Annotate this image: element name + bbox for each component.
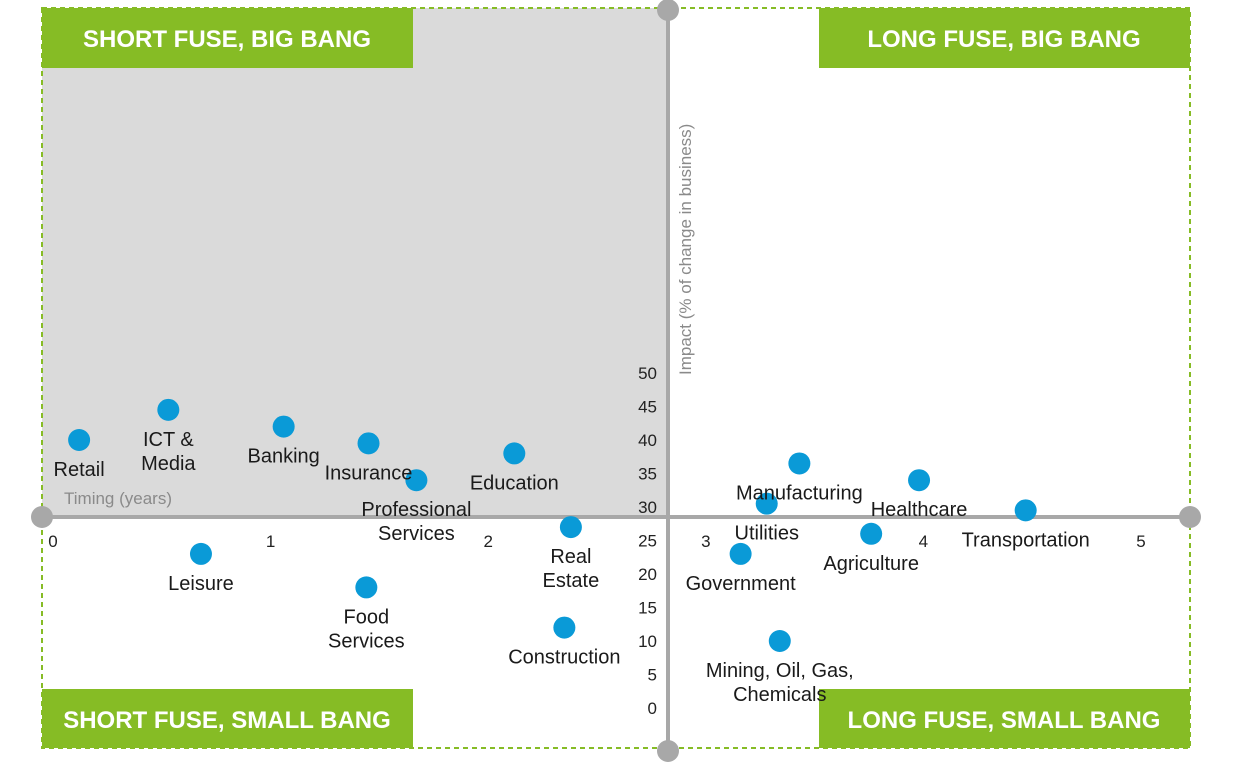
y-tick-label: 5	[648, 666, 657, 685]
y-tick-label: 10	[638, 632, 657, 651]
quadrant-label-bottom-right: LONG FUSE, SMALL BANG	[819, 689, 1190, 748]
quadrant-label-top-right: LONG FUSE, BIG BANG	[819, 8, 1190, 68]
y-tick-label: 20	[638, 565, 657, 584]
quadrant-label-text: LONG FUSE, BIG BANG	[867, 26, 1140, 53]
x-tick-label: 0	[48, 532, 57, 551]
data-point-label: Food Services	[328, 606, 405, 652]
y-tick-label: 25	[638, 532, 657, 551]
x-tick-label: 1	[266, 532, 275, 551]
data-point	[355, 576, 378, 599]
data-point-label: Construction	[508, 647, 620, 669]
data-point	[729, 542, 752, 565]
data-point-label: Agriculture	[823, 553, 919, 575]
quadrant-label-text: LONG FUSE, SMALL BANG	[848, 707, 1161, 734]
data-point-label: ICT & Media	[141, 429, 196, 475]
y-tick-label: 50	[638, 364, 657, 383]
quadrant-label-top-left: SHORT FUSE, BIG BANG	[42, 8, 413, 68]
data-point	[768, 630, 791, 652]
quadrant-label-bottom-left: SHORT FUSE, SMALL BANG	[42, 689, 413, 748]
data-point	[559, 516, 582, 539]
data-point-label: Insurance	[325, 462, 413, 484]
y-axis-bottom-cap	[657, 740, 679, 762]
data-point	[553, 616, 576, 639]
data-point-label: Leisure	[168, 573, 234, 595]
x-tick-label: 3	[701, 532, 710, 551]
y-tick-label: 40	[638, 431, 657, 450]
data-point-label: Government	[686, 573, 796, 595]
data-point	[68, 429, 91, 451]
x-axis-ticks: 0 1 2 3 4 5	[48, 532, 1145, 551]
y-axis-ticks: 0 5 10 15 20 25 30 35 40 45 50	[638, 364, 657, 718]
data-point-label: Mining, Oil, Gas, Chemicals	[706, 660, 854, 706]
data-point	[860, 522, 883, 545]
data-point	[157, 398, 180, 421]
chart-border	[41, 7, 1191, 749]
quadrant-label-text: SHORT FUSE, SMALL BANG	[63, 707, 391, 734]
data-point-label: Healthcare	[871, 499, 968, 521]
y-axis-title: Impact (% of change in business)	[676, 124, 695, 375]
y-tick-label: 30	[638, 498, 657, 517]
y-tick-label: 0	[648, 699, 657, 718]
x-tick-label: 5	[1136, 532, 1145, 551]
quadrant-label-text: SHORT FUSE, BIG BANG	[83, 26, 371, 53]
y-axis-top-cap	[657, 0, 679, 21]
x-axis-right-cap	[1179, 506, 1201, 528]
data-points	[68, 398, 1037, 652]
data-point-label: Education	[470, 472, 559, 494]
data-point	[272, 415, 295, 438]
data-point-label: Utilities	[735, 523, 799, 545]
x-tick-label: 2	[483, 532, 492, 551]
y-tick-label: 15	[638, 599, 657, 618]
x-tick-label: 4	[919, 532, 928, 551]
data-point	[908, 469, 931, 492]
data-point-label: Transportation	[962, 529, 1090, 551]
data-point	[788, 452, 811, 475]
x-axis-title: Timing (years)	[64, 489, 172, 508]
data-point-label: Professional Services	[361, 499, 471, 545]
data-point	[405, 469, 428, 492]
data-point-label: Manufacturing	[736, 482, 863, 504]
data-point-label: Banking	[248, 446, 320, 468]
data-point	[503, 442, 526, 465]
y-tick-label: 45	[638, 398, 657, 417]
data-point	[1014, 499, 1037, 522]
shaded-quadrant	[42, 8, 668, 517]
x-axis-left-cap	[31, 506, 53, 528]
data-point	[755, 492, 778, 515]
data-point	[357, 432, 380, 455]
data-point-label: Real Estate	[543, 546, 600, 592]
data-point	[189, 542, 212, 565]
data-point-label: Retail	[54, 459, 105, 481]
y-tick-label: 35	[638, 465, 657, 484]
